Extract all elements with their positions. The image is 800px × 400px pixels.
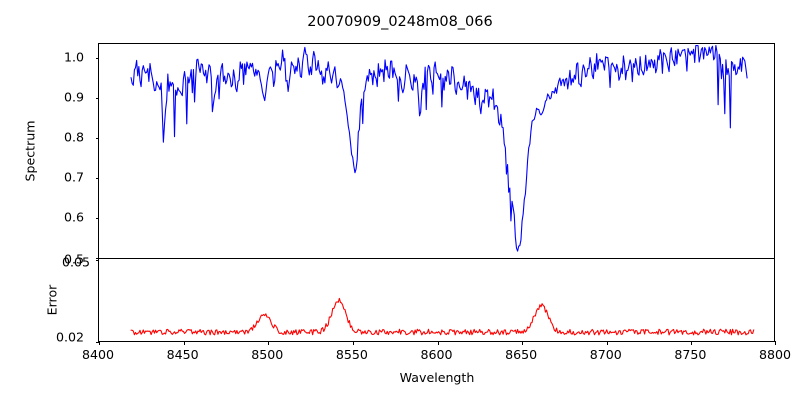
- xtick-label-6: 8700: [589, 347, 622, 362]
- spectrum-data-line: [131, 46, 747, 252]
- xtick-label-1: 8450: [166, 347, 199, 362]
- xtick-label-3: 8550: [335, 347, 368, 362]
- error-panel: [95, 258, 777, 345]
- ytick-label-spectrum-3: 0.8: [63, 129, 84, 145]
- xtick-mark-6: [606, 341, 608, 345]
- ytick-mark-spectrum-5: [95, 218, 99, 220]
- xtick-label-5: 8650: [505, 347, 538, 362]
- ytick-mark-spectrum-3: [95, 138, 99, 140]
- xtick-label-4: 8600: [420, 347, 453, 362]
- ytick-label-error-2: 0.02: [55, 329, 84, 345]
- ytick-label-error-1: 0.05: [61, 254, 90, 270]
- xtick-mark-5: [522, 341, 524, 345]
- spectrum-plot-area: [99, 44, 774, 258]
- ytick-label-spectrum-6: 0.5: [63, 251, 84, 267]
- xtick-label-7: 8750: [674, 347, 707, 362]
- ytick-mark-error-2: [95, 342, 99, 344]
- xtick-mark-7: [691, 341, 693, 345]
- xtick-mark-8: [775, 341, 777, 345]
- xtick-label-2: 8500: [251, 347, 284, 362]
- y-axis-label-spectrum: Spectrum: [22, 120, 38, 182]
- xtick-label-0: 8400: [81, 347, 115, 362]
- ytick-mark-spectrum-4: [95, 178, 99, 180]
- y-tick-label-column: 1.0 0.9 0.8 0.7 0.6 0.5 0.05 0.02: [0, 0, 90, 400]
- x-axis-label: Wavelength: [399, 370, 475, 385]
- y-axis-label-error: Error: [44, 284, 60, 316]
- ytick-label-spectrum-1: 1.0: [63, 49, 84, 65]
- ytick-mark-spectrum-2: [95, 98, 99, 100]
- ytick-label-spectrum-2: 0.9: [63, 89, 84, 105]
- ytick-mark-error-1: [95, 260, 99, 262]
- figure-title: 20070909_0248m08_066: [307, 14, 493, 30]
- ytick-mark-spectrum-1: [95, 58, 99, 60]
- spectrum-panel: [95, 43, 775, 260]
- xtick-mark-4: [437, 341, 439, 345]
- xtick-mark-2: [268, 341, 270, 345]
- ytick-label-spectrum-5: 0.6: [63, 209, 84, 225]
- xtick-mark-3: [352, 341, 354, 345]
- xtick-mark-1: [183, 341, 185, 345]
- error-data-line: [131, 298, 754, 334]
- ytick-label-spectrum-4: 0.7: [63, 169, 84, 185]
- ytick-mark-spectrum-6: [95, 258, 99, 260]
- xtick-label-8: 8800: [758, 347, 792, 362]
- xtick-mark-0: [99, 341, 101, 345]
- error-plot-area: [99, 259, 774, 341]
